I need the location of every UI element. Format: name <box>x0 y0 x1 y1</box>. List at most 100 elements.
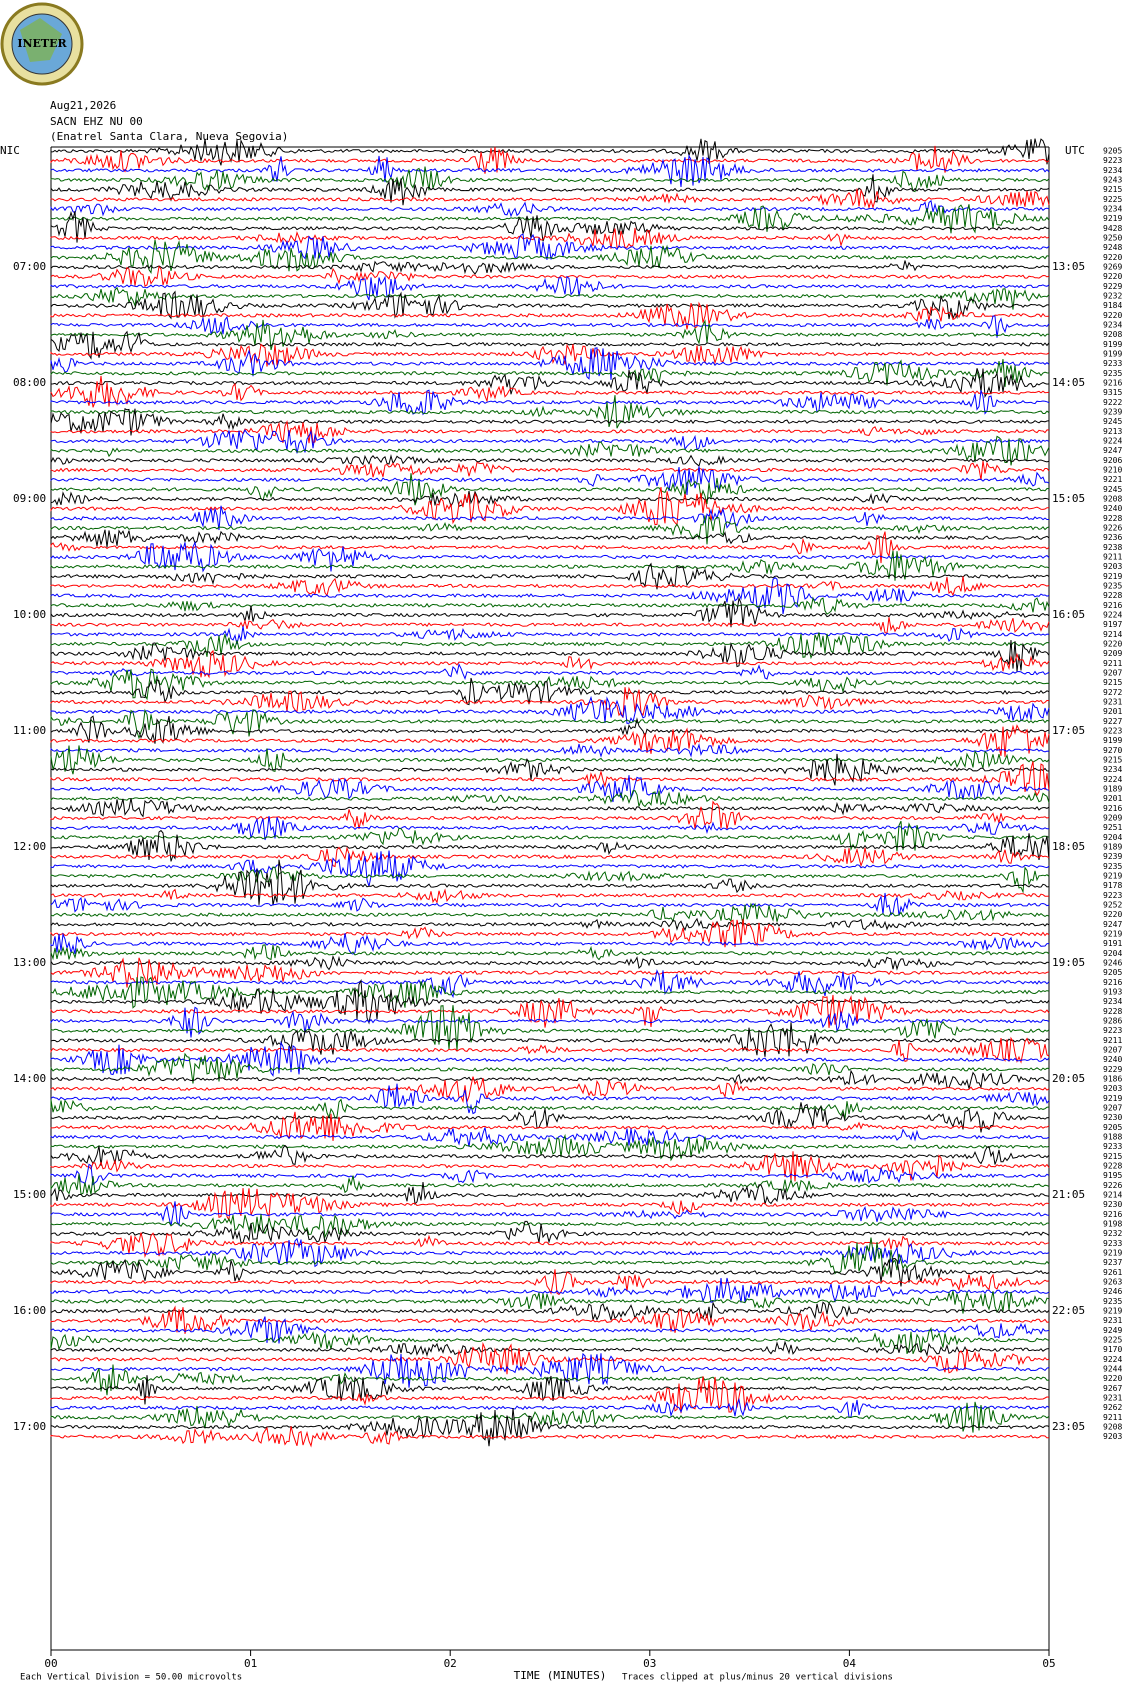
trace <box>50 389 1050 416</box>
trace <box>50 486 1049 527</box>
trace-label: 9249 <box>1103 1326 1122 1335</box>
trace <box>50 1269 1050 1296</box>
trace <box>50 375 1050 408</box>
trace <box>50 1083 1050 1115</box>
trace <box>50 1188 1050 1222</box>
trace <box>50 1300 1050 1321</box>
trace-label: 9189 <box>1103 843 1122 852</box>
trace-label: 9228 <box>1103 514 1122 523</box>
trace <box>50 290 1050 321</box>
trace <box>50 902 1050 924</box>
left-hour-label: 17:00 <box>13 1420 46 1433</box>
trace-label: 9207 <box>1103 1046 1122 1055</box>
trace-label: 9272 <box>1103 688 1122 697</box>
traces <box>50 138 1050 1448</box>
trace-label: 9219 <box>1103 214 1122 223</box>
trace <box>50 1289 1050 1314</box>
trace-label: 9216 <box>1103 1210 1122 1219</box>
trace-label: 9219 <box>1103 872 1122 881</box>
trace <box>50 1201 1050 1227</box>
trace <box>50 850 1050 887</box>
trace-label: 9191 <box>1103 939 1122 948</box>
trace-label: 9236 <box>1103 533 1122 542</box>
trace <box>50 1375 1050 1405</box>
trace <box>50 174 1050 206</box>
trace-label: 9261 <box>1103 1268 1122 1277</box>
trace <box>50 668 1050 701</box>
trace <box>50 1151 1050 1182</box>
trace-label: 9235 <box>1103 369 1122 378</box>
right-hour-label: 18:05 <box>1052 840 1085 853</box>
trace-label: 9203 <box>1103 1084 1122 1093</box>
right-hour-label: 22:05 <box>1052 1304 1085 1317</box>
trace-label: 9211 <box>1103 1036 1122 1045</box>
trace <box>50 649 1050 679</box>
trace-label: 9235 <box>1103 1297 1122 1306</box>
left-hour-label: 16:00 <box>13 1304 46 1317</box>
trace-label: 9233 <box>1103 359 1122 368</box>
trace-label: 9248 <box>1103 243 1122 252</box>
trace <box>50 359 1050 387</box>
trace <box>50 154 1050 187</box>
trace-label: 9269 <box>1103 263 1122 272</box>
trace <box>50 227 1050 249</box>
trace <box>50 640 1050 672</box>
trace <box>50 210 1050 243</box>
trace <box>50 395 1050 429</box>
trace-label: 9224 <box>1103 775 1122 784</box>
trace-label: 9221 <box>1103 475 1122 484</box>
trace-label: 9232 <box>1103 292 1122 301</box>
trace-label: 9428 <box>1103 224 1122 233</box>
trace <box>50 233 1050 260</box>
trace <box>50 918 1050 948</box>
trace-label: 9245 <box>1103 485 1122 494</box>
right-hour-label: 21:05 <box>1052 1188 1085 1201</box>
trace-label: 9219 <box>1103 572 1122 581</box>
trace <box>50 743 1050 758</box>
trace <box>50 260 1050 275</box>
trace-label: 9230 <box>1103 1113 1122 1122</box>
trace-label: 9231 <box>1103 698 1122 707</box>
trace <box>50 188 1050 210</box>
trace-label: 9216 <box>1103 804 1122 813</box>
left-hour-label: 08:00 <box>13 376 46 389</box>
trace-label: 9214 <box>1103 630 1122 639</box>
trace-label: 9237 <box>1103 1258 1122 1267</box>
trace <box>50 199 1050 218</box>
trace-label: 9234 <box>1103 166 1122 175</box>
trace-label: 9208 <box>1103 495 1122 504</box>
trace <box>50 745 1050 775</box>
trace <box>50 695 1050 724</box>
trace-label: 9243 <box>1103 176 1122 185</box>
left-hour-label: 14:00 <box>13 1072 46 1085</box>
trace-label: 9220 <box>1103 910 1122 919</box>
trace-label: 9219 <box>1103 1094 1122 1103</box>
trace-label: 9205 <box>1103 968 1122 977</box>
trace-label: 9207 <box>1103 1104 1122 1113</box>
trace <box>50 944 1050 961</box>
trace-label: 9219 <box>1103 930 1122 939</box>
trace-label: 9208 <box>1103 330 1122 339</box>
trace <box>50 917 1050 932</box>
left-hour-label: 12:00 <box>13 840 46 853</box>
trace <box>50 368 1050 399</box>
trace <box>50 1052 1050 1084</box>
trace-label: 9208 <box>1103 1423 1122 1432</box>
trace-label: 9224 <box>1103 437 1122 446</box>
trace-label: 9250 <box>1103 234 1122 243</box>
right-hour-label: 13:05 <box>1052 260 1085 273</box>
trace-label: 9227 <box>1103 717 1122 726</box>
trace-label: 9216 <box>1103 601 1122 610</box>
trace <box>50 798 1050 818</box>
trace-label: 9205 <box>1103 147 1122 156</box>
trace-label: 9220 <box>1103 640 1122 649</box>
trace-label: 9201 <box>1103 794 1122 803</box>
logo: INETER <box>0 2 84 86</box>
trace <box>50 515 1050 545</box>
trace-label: 9230 <box>1103 1200 1122 1209</box>
trace <box>50 715 1050 744</box>
trace <box>50 145 1050 174</box>
trace <box>50 1133 1050 1162</box>
trace-label: 9215 <box>1103 185 1122 194</box>
trace-label: 9207 <box>1103 669 1122 678</box>
